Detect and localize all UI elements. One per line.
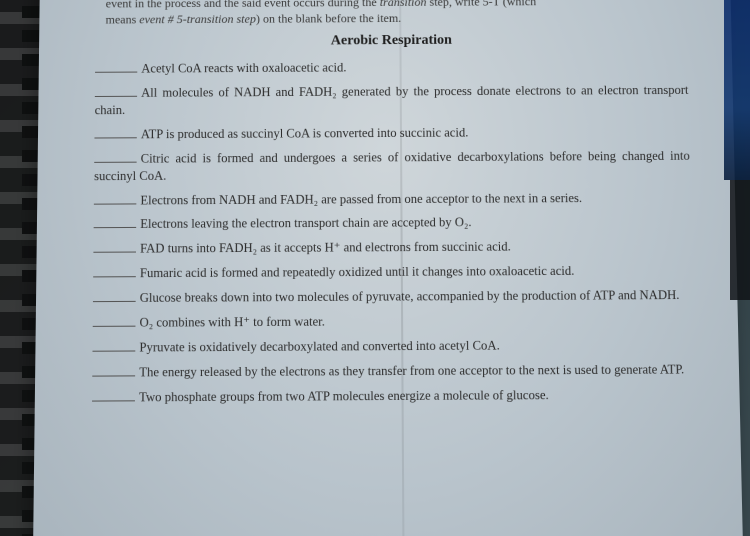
list-item: Electrons from NADH and FADH₂ are passed… (94, 189, 691, 209)
list-item: Two phosphate groups from two ATP molecu… (92, 385, 695, 406)
item-text: O₂ combines with H⁺ to form water. (140, 314, 325, 329)
list-item: Pyruvate is oxidatively decarboxylated a… (92, 336, 693, 357)
item-text: FAD turns into FADH₂ as it accepts H⁺ an… (140, 240, 511, 256)
item-text: Citric acid is formed and undergoes a se… (94, 148, 690, 183)
list-item: Glucose breaks down into two molecules o… (93, 287, 693, 308)
worksheet-title: Aerobic Respiration (95, 31, 687, 53)
page-content: event in the process and the said event … (33, 0, 744, 536)
list-item: The energy released by the electrons as … (92, 361, 694, 382)
item-text: Electrons leaving the electron transport… (140, 215, 471, 231)
answer-blank[interactable] (93, 242, 136, 254)
instr-part-4: ) on the blank before the item. (256, 11, 401, 26)
item-text: ATP is produced as succinyl CoA is conve… (141, 125, 469, 141)
item-text: Electrons from NADH and FADH₂ are passed… (140, 190, 582, 207)
instr-part-3: means (106, 12, 140, 26)
item-text: Pyruvate is oxidatively decarboxylated a… (139, 338, 499, 354)
photo-scene: event in the process and the said event … (0, 0, 750, 536)
item-text: Two phosphate groups from two ATP molecu… (139, 387, 549, 404)
item-text: All molecules of NADH and FADH₂ generate… (95, 83, 689, 117)
answer-blank[interactable] (94, 127, 136, 138)
item-text: Acetyl CoA reacts with oxaloacetic acid. (141, 61, 346, 76)
instr-italic-1: transition (380, 0, 427, 9)
instr-italic-2: event # 5-transition step (139, 12, 256, 27)
instr-part-2: step, write 5-T (which (426, 0, 536, 9)
answer-blank[interactable] (95, 62, 137, 73)
item-text: Glucose breaks down into two molecules o… (140, 288, 680, 305)
answer-blank[interactable] (94, 217, 137, 228)
answer-blank[interactable] (94, 193, 137, 204)
list-item: Citric acid is formed and undergoes a se… (94, 147, 690, 184)
list-item: All molecules of NADH and FADH₂ generate… (95, 82, 689, 119)
list-item: Acetyl CoA reacts with oxaloacetic acid. (95, 58, 688, 78)
list-item: FAD turns into FADH₂ as it accepts H⁺ an… (93, 238, 691, 258)
answer-blank[interactable] (93, 315, 136, 327)
list-item: Fumaric acid is formed and repeatedly ox… (93, 262, 692, 283)
item-text: Fumaric acid is formed and repeatedly ox… (140, 264, 575, 281)
background-object-dark (730, 180, 750, 300)
list-item: ATP is produced as succinyl CoA is conve… (94, 123, 689, 143)
answer-blank[interactable] (93, 291, 136, 303)
answer-blank[interactable] (93, 266, 136, 278)
answer-blank[interactable] (94, 151, 136, 162)
answer-blank[interactable] (92, 340, 135, 352)
background-object-blue (724, 0, 750, 180)
instr-part-1: event in the process and the said event … (106, 0, 380, 10)
answer-blank[interactable] (92, 365, 135, 377)
answer-blank[interactable] (95, 86, 137, 97)
item-text: The energy released by the electrons as … (139, 362, 684, 379)
list-item: O₂ combines with H⁺ to form water. (93, 311, 694, 332)
list-item: Electrons leaving the electron transport… (94, 213, 692, 233)
instructions-text: event in the process and the said event … (95, 0, 687, 28)
answer-blank[interactable] (92, 389, 135, 401)
worksheet-page: event in the process and the said event … (33, 0, 744, 536)
